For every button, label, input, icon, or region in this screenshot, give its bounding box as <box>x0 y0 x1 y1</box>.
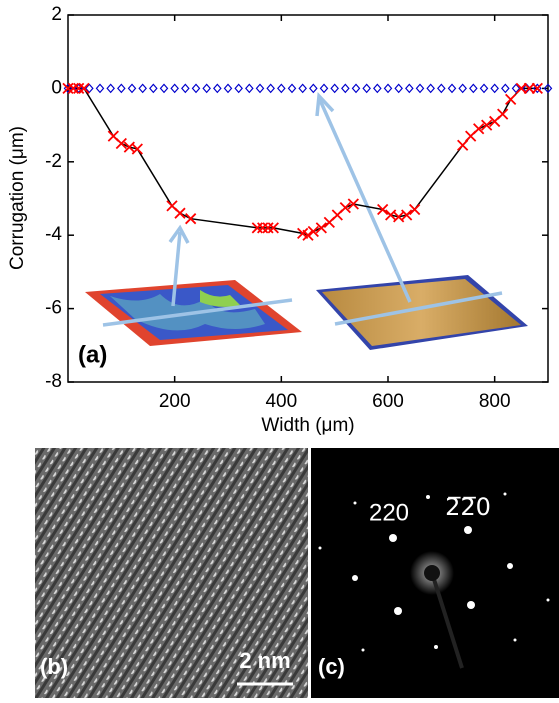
y-axis-label: Corrugation (μm) <box>7 126 28 270</box>
data-point <box>246 84 253 92</box>
data-point <box>289 84 296 92</box>
data-point <box>342 84 349 92</box>
data-point <box>225 84 232 92</box>
data-point <box>235 84 242 92</box>
x-tick-label: 600 <box>372 391 404 412</box>
data-point <box>299 84 306 92</box>
data-point <box>278 84 285 92</box>
data-point <box>150 84 157 92</box>
data-point <box>139 84 146 92</box>
data-point <box>321 84 328 92</box>
data-point <box>129 84 136 92</box>
data-point <box>374 84 381 92</box>
panel-label: (b) <box>40 654 68 679</box>
data-point <box>385 84 392 92</box>
data-point <box>331 84 338 92</box>
data-point <box>417 84 424 92</box>
data-point <box>470 84 477 92</box>
x-tick-label: 800 <box>479 391 511 412</box>
data-point <box>171 84 178 92</box>
spot-label: 220 <box>369 499 409 526</box>
diffraction-image <box>311 448 559 698</box>
data-point <box>97 84 104 92</box>
data-point <box>427 84 434 92</box>
data-point <box>182 84 189 92</box>
data-line <box>68 88 537 235</box>
data-point <box>161 84 168 92</box>
y-tick-label: 2 <box>51 4 62 25</box>
data-point <box>459 84 466 92</box>
data-point <box>118 84 125 92</box>
data-point <box>481 84 488 92</box>
data-point <box>438 84 445 92</box>
data-point <box>310 84 317 92</box>
data-point <box>410 205 420 215</box>
spot-label: 2̅2̅0 <box>445 493 491 521</box>
data-point <box>214 84 221 92</box>
data-point <box>491 84 498 92</box>
figure: (b) 2 nm 220 2̅2̅0 (c) (a) Width (μm) Co… <box>0 0 559 698</box>
y-tick-label: -2 <box>45 151 62 172</box>
y-tick-label: 0 <box>51 77 62 98</box>
y-tick-label: -4 <box>45 224 62 245</box>
data-point <box>257 84 264 92</box>
data-point <box>353 84 360 92</box>
scale-bar-label: 2 nm <box>239 648 290 673</box>
inset-right <box>316 275 528 350</box>
data-point <box>203 84 210 92</box>
data-point <box>363 84 370 92</box>
data-point <box>449 84 456 92</box>
data-point <box>402 210 412 220</box>
data-point <box>406 84 413 92</box>
x-axis-label: Width (μm) <box>261 415 354 436</box>
data-point <box>458 140 468 150</box>
y-tick-label: -8 <box>45 371 62 392</box>
panel-label: (c) <box>318 654 345 679</box>
y-tick-label: -6 <box>45 298 62 319</box>
data-point <box>502 84 509 92</box>
data-point <box>132 144 142 154</box>
data-point <box>395 84 402 92</box>
x-tick-label: 200 <box>159 391 191 412</box>
data-point <box>506 94 516 104</box>
data-point <box>193 84 200 92</box>
data-point <box>498 109 508 119</box>
x-tick-label: 400 <box>265 391 297 412</box>
data-point <box>175 208 185 218</box>
panel-label: (a) <box>78 341 107 368</box>
data-point <box>107 84 114 92</box>
data-point <box>267 84 274 92</box>
